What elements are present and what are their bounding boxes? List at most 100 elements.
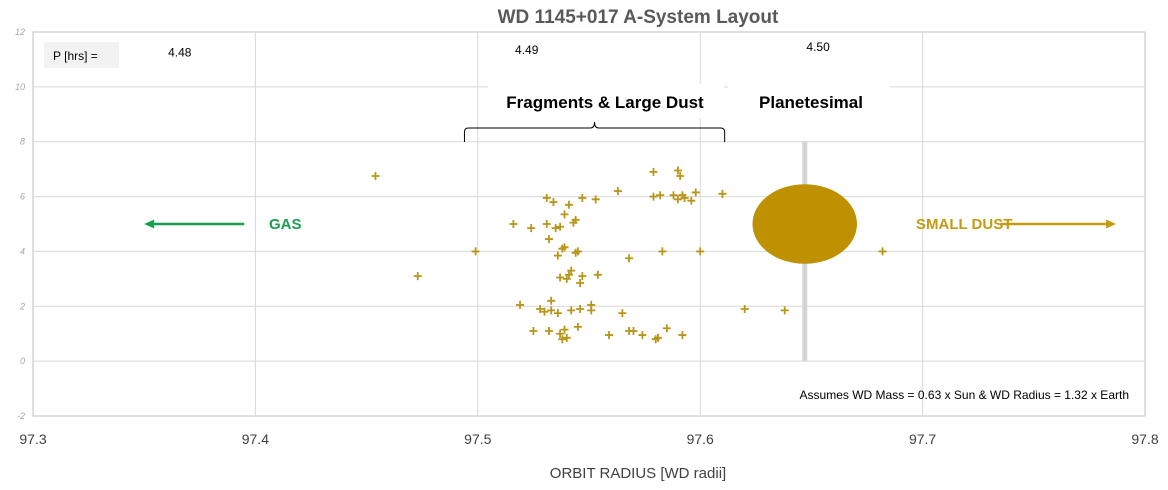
data-point — [676, 172, 685, 180]
data-point — [571, 215, 580, 224]
period-value: 4.49 — [515, 43, 539, 57]
data-point — [687, 196, 696, 205]
arrow-head — [144, 219, 155, 229]
y-tick-label: 8 — [20, 137, 25, 147]
period-label: P [hrs] = — [53, 49, 98, 63]
data-point — [556, 329, 565, 338]
data-point — [560, 243, 569, 252]
gas-arrow — [144, 219, 245, 229]
data-point — [413, 272, 422, 281]
data-point — [553, 251, 562, 260]
data-point — [573, 322, 582, 331]
data-point — [547, 296, 556, 305]
period-values: 4.48 4.49 4.50 — [168, 40, 830, 59]
data-point — [542, 220, 551, 228]
y-tick-label: 12 — [15, 27, 25, 37]
planetesimal-body — [752, 184, 857, 264]
data-point — [653, 333, 662, 342]
data-point — [576, 305, 585, 314]
data-point — [553, 309, 562, 318]
data-point — [540, 307, 549, 316]
period-value: 4.50 — [806, 40, 830, 54]
data-point — [536, 305, 545, 314]
data-point — [618, 309, 627, 318]
data-point — [542, 193, 551, 202]
x-tick-label: 97.3 — [19, 431, 46, 447]
assumption-note: Assumes WD Mass = 0.63 x Sun & WD Radius… — [800, 388, 1129, 402]
data-point — [740, 305, 749, 314]
data-point — [544, 326, 553, 335]
fragment-points — [371, 166, 887, 344]
small-dust-arrow — [1000, 219, 1117, 229]
data-point — [578, 193, 587, 202]
data-point — [556, 222, 565, 231]
data-point — [576, 278, 585, 287]
data-point — [560, 210, 569, 219]
data-point — [371, 172, 380, 180]
planetesimal-label: Planetesimal — [759, 93, 863, 112]
arrow-head — [1106, 219, 1117, 229]
planetesimal-label-box — [728, 84, 890, 118]
data-point — [556, 273, 565, 282]
data-point — [680, 193, 689, 202]
data-point — [564, 200, 573, 209]
y-tick-label: -2 — [17, 411, 25, 421]
x-tick-label: 97.7 — [909, 431, 936, 447]
data-point — [544, 235, 553, 244]
data-point — [691, 188, 700, 197]
data-point — [718, 189, 727, 198]
gas-label: GAS — [269, 216, 302, 233]
data-point — [673, 195, 682, 204]
data-point — [516, 300, 525, 309]
data-point — [658, 247, 667, 256]
data-point — [629, 326, 638, 335]
data-point — [669, 191, 678, 200]
data-point — [656, 191, 665, 200]
data-point — [593, 270, 602, 279]
data-point — [587, 306, 596, 315]
data-point — [625, 254, 634, 263]
data-point — [878, 247, 887, 256]
data-point — [560, 325, 569, 334]
data-point — [562, 333, 571, 342]
data-point — [562, 274, 571, 283]
data-point — [678, 331, 687, 340]
data-point — [649, 167, 658, 176]
x-tick-label: 97.5 — [464, 431, 491, 447]
data-point — [573, 247, 582, 256]
period-label-box — [44, 42, 119, 68]
x-tick-label: 97.8 — [1131, 431, 1158, 447]
y-tick-label: 6 — [20, 192, 25, 202]
data-point — [613, 187, 622, 196]
data-point — [662, 324, 671, 333]
data-point — [780, 306, 789, 315]
period-value: 4.48 — [168, 46, 192, 60]
y-tick-label: 10 — [15, 82, 25, 92]
fragments-brace — [463, 121, 726, 142]
data-point — [696, 247, 705, 256]
y-tick-label: 2 — [19, 301, 25, 311]
data-point — [471, 247, 480, 256]
data-point — [605, 331, 614, 340]
data-point — [673, 166, 682, 175]
y-tick-label: 0 — [20, 356, 25, 366]
chart-title: WD 1145+017 A-System Layout — [498, 7, 779, 28]
y-tick-label: 4 — [20, 246, 25, 256]
x-tick-label: 97.4 — [242, 431, 269, 447]
data-point — [567, 306, 576, 315]
data-point — [638, 331, 647, 340]
data-point — [551, 224, 560, 233]
x-tick-label: 97.6 — [687, 431, 714, 447]
data-point — [527, 224, 536, 233]
data-point — [547, 306, 556, 315]
data-point — [649, 192, 658, 201]
data-point — [529, 326, 538, 335]
data-point — [567, 266, 576, 275]
data-point — [549, 198, 558, 207]
axis-tick-labels: -2 0 2 4 6 8 10 12 97.3 97.4 97.5 97.6 97.7 97.8 — [15, 27, 1159, 447]
data-point — [509, 220, 518, 228]
small-dust-label: SMALL DUST — [916, 216, 1012, 233]
fragments-label-box — [488, 84, 724, 118]
data-point — [591, 195, 600, 204]
